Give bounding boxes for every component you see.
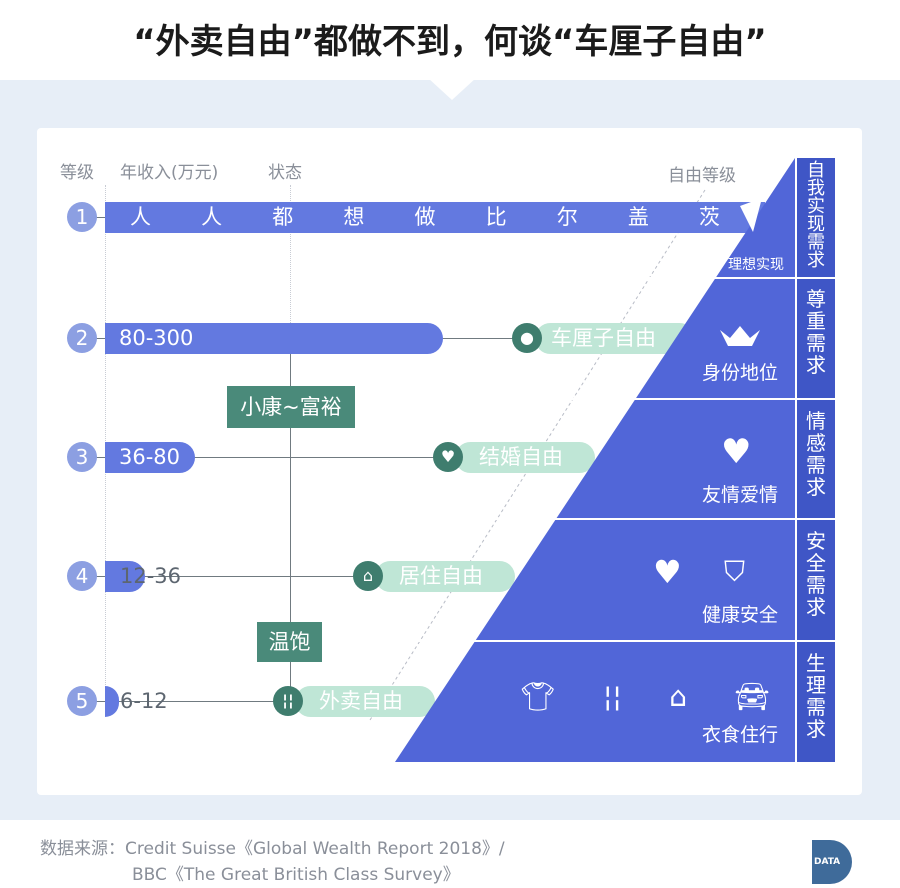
status-box-subsistence: 温饱 [257, 622, 322, 662]
connector [96, 457, 451, 458]
clothes-food-house-car-icon: 👕︎ ¦¦ ⌂ 🚘︎ [520, 680, 770, 713]
need-label-1: 自我实现需求 [807, 160, 825, 271]
source-line-1: Credit Suisse《Global Wealth Report 2018》… [125, 839, 505, 859]
data-logo: DATA [812, 840, 852, 884]
shield-icon: ⛉ [724, 555, 746, 588]
shirt-icon: 👕︎ [520, 680, 556, 713]
bar-char: 尔 [556, 205, 578, 229]
health-heart-icon: ♥ [653, 553, 682, 591]
income-bar-4 [105, 561, 145, 592]
source-label: 数据来源： [40, 839, 125, 859]
bar-char: 想 [343, 205, 365, 229]
bar-char: 盖 [627, 205, 649, 229]
apple-icon: ● [512, 323, 542, 353]
level-badge-1: 1 [67, 202, 97, 232]
paper-plane-icon [740, 198, 762, 232]
need-column [797, 158, 835, 762]
need-label-4: 安全需求 [806, 529, 826, 619]
crown-icon [720, 326, 760, 346]
header-income: 年收入(万元) [120, 163, 219, 183]
pyramid-label-2: 身份地位 [701, 362, 778, 384]
bar-char: 都 [272, 205, 294, 229]
bar-char: 比 [485, 205, 507, 229]
bar-char: 茨 [698, 205, 720, 229]
need-label-3: 情感需求 [806, 409, 826, 499]
pyramid-label-4: 健康安全 [701, 604, 778, 626]
source-note: 数据来源：Credit Suisse《Global Wealth Report … [40, 836, 505, 888]
header-status: 状态 [268, 163, 302, 183]
page-title: “外卖自由”都做不到，何谈“车厘子自由” [0, 0, 900, 80]
bill-gates-bar: 人 人 都 想 做 比 尔 盖 茨 [105, 202, 765, 233]
fork-knife-icon: ¦¦ [273, 686, 303, 716]
connector [96, 701, 291, 702]
level-badge-2: 2 [67, 323, 97, 353]
freedom-pill-2: 车厘子自由 [535, 323, 695, 354]
need-label-5: 生理需求 [806, 651, 826, 741]
fork-knife-icon: ¦¦ [602, 680, 622, 713]
freedom-pill-4: 居住自由 [375, 561, 515, 592]
bar-char: 做 [414, 205, 436, 229]
status-box-well-off: 小康~富裕 [227, 386, 355, 428]
connector [96, 217, 108, 218]
heart-icon: ♥ [721, 432, 752, 472]
status-line [290, 353, 291, 701]
house-icon: ⌂ [669, 680, 688, 713]
pyramid-label-5: 衣食住行 [701, 724, 778, 746]
freedom-pill-5: 外卖自由 [295, 686, 435, 717]
connector [96, 576, 371, 577]
level-badge-3: 3 [67, 442, 97, 472]
bar-char: 人 [201, 205, 223, 229]
title-notch [428, 78, 476, 100]
bar-char: 人 [130, 205, 152, 229]
level-badge-5: 5 [67, 686, 97, 716]
pyramid-label-3: 友情爱情 [701, 484, 778, 506]
need-label-2: 尊重需求 [806, 287, 826, 377]
heart-icon: ♥ [433, 442, 463, 472]
income-bar-5 [105, 686, 119, 717]
house-icon: ⌂ [353, 561, 383, 591]
header-freedom-level: 自由等级 [668, 166, 736, 186]
source-line-2: BBC《The Great British Class Survey》 [132, 865, 460, 885]
car-icon: 🚘︎ [734, 680, 770, 713]
pyramid-label-1: 理想实现 [728, 257, 784, 273]
level-badge-4: 4 [67, 561, 97, 591]
income-bar-2: 80-300 [105, 323, 443, 354]
header-level: 等级 [60, 163, 94, 183]
status-guide [290, 185, 291, 325]
freedom-pill-3: 结婚自由 [455, 442, 595, 473]
income-label-4: 12-36 [120, 564, 182, 588]
income-label-5: 6-12 [120, 689, 168, 713]
income-bar-3: 36-80 [105, 442, 195, 473]
